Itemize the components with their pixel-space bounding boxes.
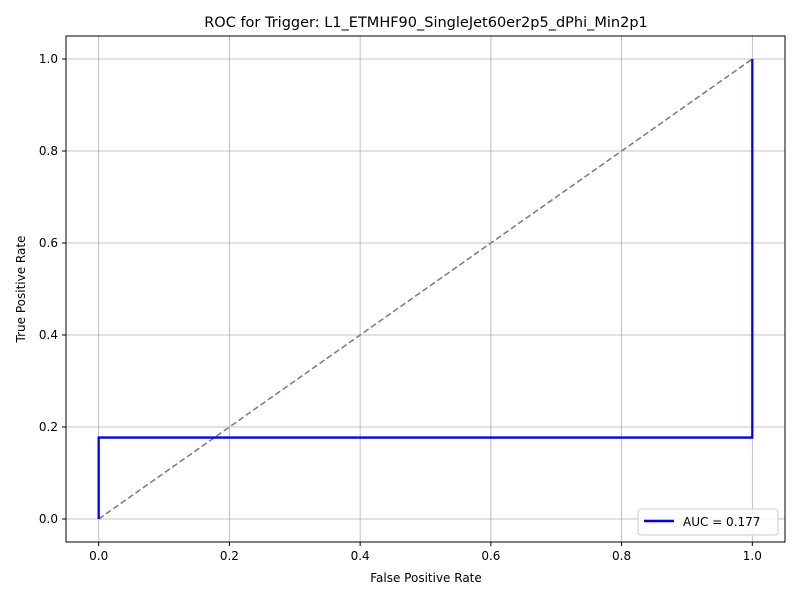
x-tick-label: 0.4 [351,549,370,563]
x-tick-label: 0.8 [612,549,631,563]
y-tick-label: 0.2 [39,420,58,434]
chance-diagonal-line [98,58,753,520]
legend-entry-label: AUC = 0.177 [683,515,760,529]
grid [66,36,785,542]
y-tick-label: 0.4 [39,328,58,342]
x-axis-label: False Positive Rate [370,571,482,585]
x-tick-label: 0.6 [481,549,500,563]
legend-box [637,508,779,536]
y-tick-label: 0.0 [39,512,58,526]
plot-frame [65,35,786,543]
series-layer [97,58,754,520]
x-tick-label: 0.2 [220,549,239,563]
x-axis: 0.0 0.2 0.4 0.6 0.8 1.0 [89,542,762,563]
x-tick-label: 1.0 [743,549,762,563]
y-tick-label: 1.0 [39,52,58,66]
x-tick-label: 0.0 [89,549,108,563]
chart-title: ROC for Trigger: L1_ETMHF90_SingleJet60e… [204,15,648,31]
y-tick-label: 0.6 [39,236,58,250]
y-axis-label: True Positive Rate [14,236,28,344]
y-axis: 0.0 0.2 0.4 0.6 0.8 1.0 [39,52,66,526]
legend: AUC = 0.177 [637,508,779,536]
roc-curve-line [97,59,754,519]
y-tick-label: 0.8 [39,144,58,158]
